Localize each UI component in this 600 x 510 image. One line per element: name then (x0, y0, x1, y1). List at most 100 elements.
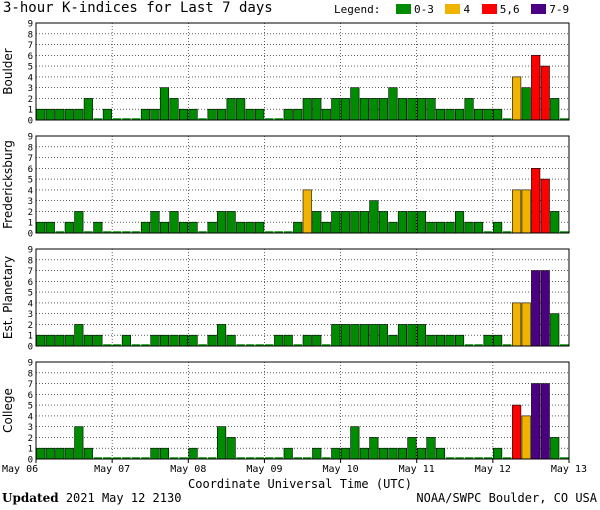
kp-bar (493, 221, 503, 234)
kp-bar (245, 221, 255, 234)
kp-bar (36, 334, 46, 347)
kp-bar (36, 221, 46, 234)
kp-bar (169, 334, 179, 347)
kp-bar (255, 221, 265, 234)
kp-bar (426, 437, 436, 460)
kp-bar (207, 334, 217, 347)
kp-bar (388, 87, 398, 121)
y-tick-label: 9 (28, 359, 33, 369)
kp-bar (83, 334, 93, 347)
y-tick-label: 6 (28, 52, 33, 62)
kp-bar (464, 98, 474, 121)
kp-bar (407, 211, 417, 234)
kp-bar (474, 221, 484, 234)
y-tick-label: 0 (28, 117, 33, 127)
kp-bar (283, 334, 293, 347)
kp-bar (178, 334, 189, 347)
kp-bar (93, 221, 103, 234)
x-tick-label: May 10 (323, 464, 359, 475)
kp-bar (359, 98, 369, 121)
y-tick-label: 8 (28, 143, 33, 153)
kp-bar (512, 189, 522, 234)
kp-bar (493, 334, 503, 347)
kp-bar (302, 98, 312, 121)
kp-bar (521, 87, 531, 121)
y-tick-label: 4 (28, 299, 33, 309)
kp-bar (74, 324, 84, 347)
kp-bar (217, 108, 227, 121)
kp-bar (140, 108, 151, 121)
kp-bar (188, 334, 198, 347)
kp-bar (93, 334, 103, 347)
kp-bar (369, 324, 379, 347)
x-tick-label: May 08 (170, 464, 206, 475)
kp-bar (550, 313, 560, 347)
kp-bar (159, 334, 170, 347)
legend-swatch-green (395, 4, 411, 14)
kp-bar (531, 270, 541, 347)
y-tick-label: 9 (28, 20, 33, 30)
kp-bar (531, 383, 541, 460)
y-tick-label: 3 (28, 84, 33, 94)
panel-border-est-planetary (35, 248, 570, 347)
legend: Legend: 0-3 4 5,6 7-9 (334, 3, 569, 16)
kp-bar (293, 108, 303, 121)
kp-bar (340, 447, 350, 460)
kp-bar (521, 302, 531, 347)
kp-bar (169, 98, 179, 121)
kp-bar (416, 447, 427, 460)
kp-bar (378, 98, 388, 121)
kp-bar (359, 211, 369, 234)
kp-bar (102, 108, 112, 121)
kp-bar (493, 447, 503, 460)
y-tick-label: 7 (28, 41, 33, 51)
legend-item-7-9: 7-9 (526, 3, 569, 16)
legend-swatch-yellow (445, 4, 461, 14)
kp-bar (188, 221, 198, 234)
kp-bar (274, 334, 284, 347)
kp-bar (407, 437, 417, 460)
kp-bar (45, 447, 55, 460)
kp-bar (217, 324, 227, 347)
x-tick-label: May 06 (2, 464, 38, 475)
y-tick-label: 7 (28, 267, 33, 277)
x-tick-label: May 09 (246, 464, 282, 475)
kp-bar (64, 447, 74, 460)
y-tick-label: 0 (28, 230, 33, 240)
updated-value: 2021 May 12 2130 (65, 491, 182, 505)
kp-bar (435, 108, 446, 121)
kp-bar (55, 108, 65, 121)
kp-bar (245, 108, 255, 121)
kp-bar (435, 334, 446, 347)
kp-bar (83, 447, 93, 460)
kp-bar (159, 87, 170, 121)
legend-label: Legend: (334, 3, 381, 16)
kp-bar (521, 189, 531, 234)
kp-bar (321, 221, 331, 234)
kp-bar (540, 383, 550, 460)
kp-bar (321, 108, 331, 121)
y-tick-label: 4 (28, 186, 33, 196)
kp-bar (64, 221, 74, 234)
kp-bar (140, 221, 151, 234)
kp-bar (207, 108, 217, 121)
kp-bar (378, 324, 388, 347)
kp-bar (464, 221, 474, 234)
panel-frame-fredericksburg (35, 135, 570, 234)
panel-label-fredericksburg: Fredericksburg (1, 140, 15, 229)
kp-bar (340, 211, 350, 234)
kp-bar (226, 334, 236, 347)
kp-bar (150, 447, 160, 460)
legend-item-4: 4 (440, 3, 470, 16)
kp-bar (407, 324, 417, 347)
kp-bar (540, 270, 550, 347)
kp-bar (369, 200, 379, 234)
kp-bar (531, 55, 541, 121)
kp-bar (378, 211, 388, 234)
kp-bar (445, 334, 455, 347)
kp-bar (416, 98, 427, 121)
kp-bar (178, 108, 189, 121)
y-tick-label: 6 (28, 165, 33, 175)
y-tick-label: 5 (28, 289, 33, 299)
panel-border-boulder (35, 22, 570, 121)
